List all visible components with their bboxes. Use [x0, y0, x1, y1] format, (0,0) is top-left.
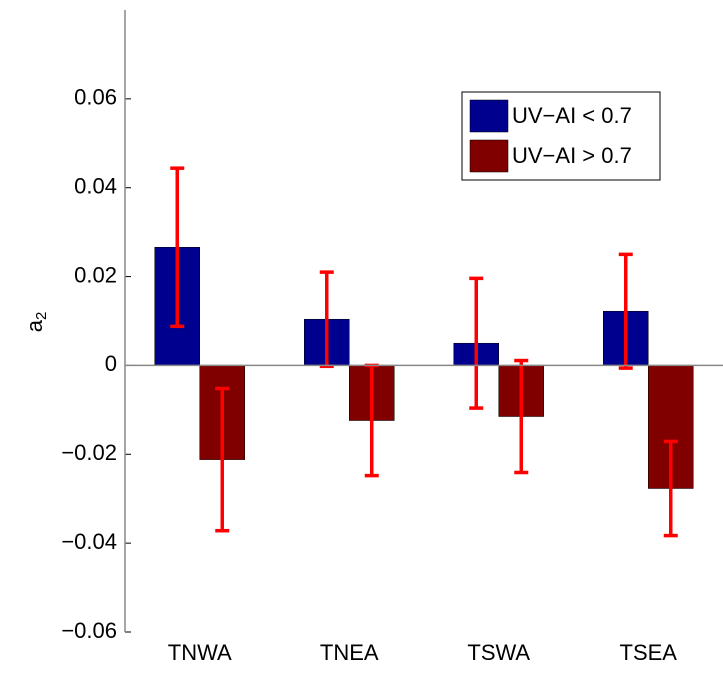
x-tick-label: TSEA	[620, 640, 678, 665]
y-tick-label: 0.02	[74, 262, 117, 287]
error-bar	[663, 439, 678, 538]
legend-label: UV−AI > 0.7	[512, 143, 632, 168]
error-bar	[319, 270, 334, 369]
y-tick-label: 0	[105, 351, 117, 376]
x-tick-label: TNWA	[168, 640, 232, 665]
x-tick-label: TNEA	[320, 640, 379, 665]
error-bar	[618, 252, 633, 370]
y-label-subscript: 2	[33, 312, 50, 320]
y-tick-label: −0.02	[61, 440, 117, 465]
x-tick-label: TSWA	[467, 640, 530, 665]
y-axis-label: a2	[22, 312, 50, 333]
error-bar	[469, 276, 484, 410]
error-bar	[514, 358, 529, 475]
y-tick-label: −0.04	[61, 529, 117, 554]
y-tick-label: −0.06	[61, 618, 117, 643]
legend-label: UV−AI < 0.7	[512, 103, 632, 128]
legend-swatch	[469, 139, 509, 173]
y-tick-label: 0.04	[74, 174, 117, 199]
legend-swatch	[469, 99, 509, 133]
y-tick-label: 0.06	[74, 85, 117, 110]
error-bar	[215, 386, 230, 533]
y-label-base: a	[22, 319, 47, 332]
error-bar	[170, 166, 185, 329]
